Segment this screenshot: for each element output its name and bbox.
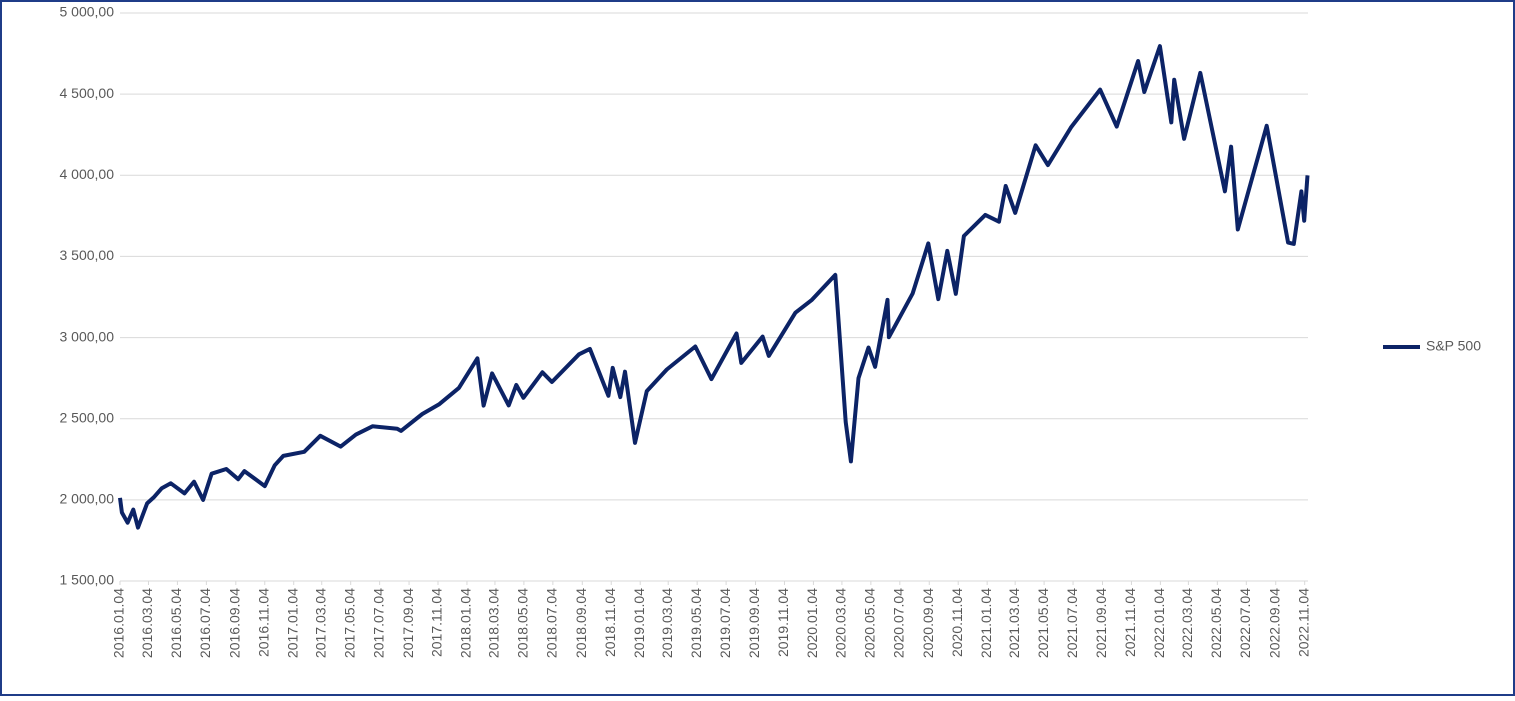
y-tick-label: 4 000,00 (60, 166, 115, 182)
x-tick-label: 2021.11.04 (1122, 588, 1138, 657)
x-tick-label: 2019.03.04 (659, 588, 675, 658)
x-tick-label: 2018.01.04 (458, 588, 474, 658)
x-tick-label: 2018.07.04 (544, 588, 560, 658)
x-tick-label: 2018.11.04 (602, 588, 618, 657)
x-tick-label: 2021.05.04 (1035, 588, 1051, 658)
x-tick-label: 2020.09.04 (920, 588, 936, 658)
x-tick-label: 2017.11.04 (429, 588, 445, 657)
x-tick-label: 2019.11.04 (775, 588, 791, 657)
x-tick-label: 2016.01.04 (111, 588, 127, 658)
y-tick-label: 3 000,00 (60, 328, 115, 344)
x-tick-label: 2020.01.04 (804, 588, 820, 658)
legend-label: S&P 500 (1426, 338, 1481, 354)
x-tick-label: 2017.03.04 (312, 588, 328, 658)
x-tick-label: 2018.03.04 (486, 588, 502, 658)
x-tick-label: 2022.07.04 (1237, 588, 1253, 658)
x-tick-label: 2020.11.04 (949, 588, 965, 657)
x-tick-label: 2016.11.04 (255, 588, 271, 657)
y-tick-label: 3 500,00 (60, 247, 115, 263)
x-tick-label: 2017.07.04 (370, 588, 386, 658)
y-tick-label: 1 500,00 (60, 572, 115, 588)
y-tick-label: 5 000,00 (60, 4, 115, 20)
x-tick-label: 2016.05.04 (168, 588, 184, 658)
x-tick-label: 2022.11.04 (1295, 588, 1311, 657)
x-tick-label: 2019.05.04 (688, 588, 704, 658)
x-tick-label: 2020.05.04 (862, 588, 878, 658)
x-tick-label: 2021.09.04 (1093, 588, 1109, 658)
x-tick-label: 2022.01.04 (1151, 588, 1167, 658)
x-tick-label: 2016.07.04 (197, 588, 213, 658)
y-tick-label: 2 500,00 (60, 409, 115, 425)
x-tick-label: 2020.07.04 (891, 588, 907, 658)
y-tick-label: 2 000,00 (60, 491, 115, 507)
x-tick-label: 2019.01.04 (631, 588, 647, 658)
series-line (118, 44, 1310, 530)
x-tick-label: 2016.09.04 (227, 588, 243, 658)
x-tick-label: 2021.07.04 (1064, 588, 1080, 658)
x-tick-label: 2018.05.04 (515, 588, 531, 658)
x-tick-label: 2021.01.04 (978, 588, 994, 658)
x-tick-label: 2020.03.04 (833, 588, 849, 658)
x-tick-label: 2017.05.04 (341, 588, 357, 658)
x-tick-label: 2021.03.04 (1006, 588, 1022, 658)
x-tick-label: 2022.09.04 (1266, 588, 1282, 658)
x-tick-label: 2019.09.04 (746, 588, 762, 658)
x-tick-label: 2018.09.04 (573, 588, 589, 658)
x-tick-label: 2022.05.04 (1208, 588, 1224, 658)
x-tick-label: 2016.03.04 (139, 588, 155, 658)
y-tick-label: 4 500,00 (60, 85, 115, 101)
x-tick-label: 2022.03.04 (1179, 588, 1195, 658)
x-tick-label: 2017.09.04 (400, 588, 416, 658)
x-tick-label: 2019.07.04 (717, 588, 733, 658)
x-tick-label: 2017.01.04 (284, 588, 300, 658)
